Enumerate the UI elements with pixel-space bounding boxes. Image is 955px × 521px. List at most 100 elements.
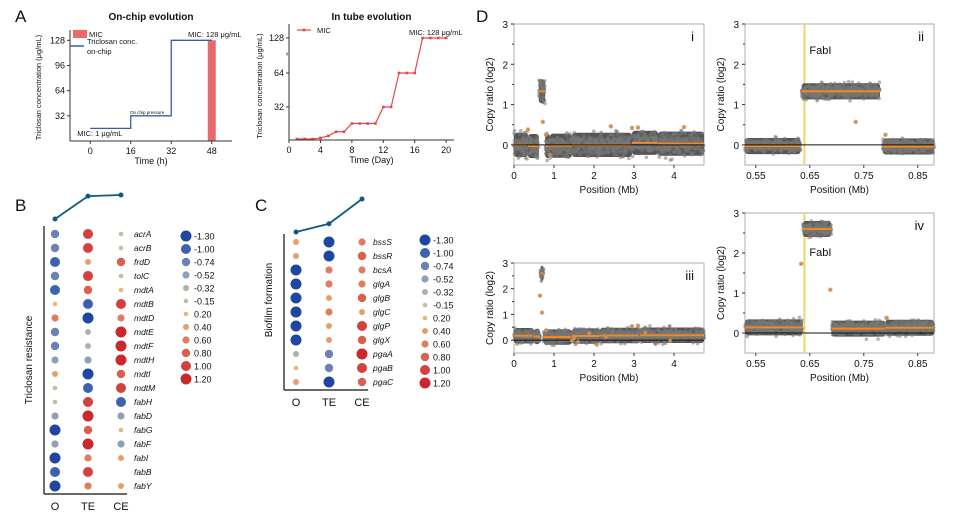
data-point [583, 147, 587, 151]
data-point [565, 130, 569, 135]
data-point [599, 331, 603, 335]
gene-label: fabG [134, 425, 153, 435]
x-tick-label: 16 [410, 145, 420, 155]
legend-label: -1.30 [194, 232, 215, 242]
y-axis-label: Copy ratio (log2) [485, 271, 496, 345]
data-point [820, 230, 825, 234]
data-point [657, 155, 662, 159]
data-point [606, 327, 610, 331]
data-point [809, 234, 814, 239]
dot [358, 238, 366, 246]
data-point [606, 140, 611, 145]
data-point [693, 326, 698, 330]
data-point [586, 154, 591, 159]
cnv-panel-i [511, 23, 706, 168]
data-point [881, 146, 885, 151]
data-point [626, 156, 631, 161]
segment-point [668, 339, 672, 343]
data-point [539, 82, 543, 87]
legend-dot [420, 261, 430, 271]
data-point [541, 96, 545, 100]
dot [118, 231, 124, 237]
data-point [902, 323, 906, 328]
data-point [826, 94, 831, 99]
x-tick-label: 4 [318, 145, 323, 155]
data-point [581, 137, 585, 141]
data-point [677, 133, 682, 137]
data-point [887, 138, 892, 142]
data-point [850, 324, 855, 328]
data-point [540, 269, 544, 273]
data-point [678, 138, 683, 143]
data-point [574, 149, 578, 153]
legend-label: -0.52 [433, 275, 454, 285]
dot [50, 467, 60, 477]
dot [116, 383, 126, 393]
data-point [609, 132, 614, 136]
panel-roman-label: ii [918, 29, 924, 44]
data-point [931, 151, 936, 155]
dot [118, 245, 124, 251]
data-point [555, 149, 559, 154]
data-point [791, 139, 796, 144]
gene-label: pgaC [372, 377, 394, 387]
data-point [601, 148, 605, 152]
dot [326, 323, 332, 329]
data-point [860, 323, 865, 327]
y-axis-label: Triclosan concentration (μg/mL) [34, 34, 43, 140]
dot [84, 482, 92, 490]
y-axis-label: Biofilm formation [264, 263, 275, 337]
data-point [674, 139, 678, 143]
data-point [820, 95, 825, 100]
y-tick-label: 64 [55, 86, 65, 96]
gene-label: mdtM [134, 383, 156, 393]
gene-label: fabY [134, 481, 153, 491]
gene-label: acrB [134, 243, 152, 253]
data-point [568, 132, 572, 136]
data-point [572, 130, 577, 135]
data-point [743, 148, 747, 153]
data-point [751, 139, 756, 143]
legend-dot [419, 377, 431, 389]
data-point [615, 139, 620, 143]
data-point [513, 146, 517, 150]
data-point [915, 330, 920, 335]
data-point [572, 331, 577, 336]
segment-point [609, 125, 613, 128]
data-point [774, 334, 778, 339]
data-point [688, 331, 693, 335]
legend-label: 1.00 [194, 362, 212, 372]
segment-point [885, 316, 888, 320]
y-tick-label: 0 [502, 336, 508, 347]
legend-label: 0.60 [194, 336, 212, 346]
legend-label: 0.20 [433, 314, 451, 324]
panel-roman-label: iii [685, 268, 694, 283]
gene-label: mdtI [134, 369, 151, 379]
trend-point [118, 192, 124, 198]
column-label: CE [354, 397, 369, 409]
data-point [656, 327, 661, 331]
dot [85, 329, 91, 335]
data-point [623, 341, 627, 346]
legend-label: 0.40 [433, 327, 451, 337]
dot [83, 383, 93, 393]
data-point [559, 147, 564, 151]
legend-label: -0.74 [194, 258, 215, 268]
data-point [621, 138, 625, 142]
data-point [631, 147, 635, 152]
dot [118, 455, 124, 461]
data-point [619, 341, 623, 346]
data-point [534, 153, 538, 158]
dot [82, 438, 94, 450]
x-tick-label: 3 [631, 171, 637, 182]
data-point [626, 337, 631, 342]
onchip-line [90, 39, 212, 130]
gene-label: acrA [134, 229, 152, 239]
x-tick-label: 0 [286, 145, 291, 155]
x-tick-label: 0.75 [854, 171, 874, 182]
data-point [829, 81, 833, 86]
data-point [902, 138, 907, 142]
data-point [669, 139, 673, 143]
data-point [910, 147, 915, 152]
data-point [591, 129, 596, 133]
